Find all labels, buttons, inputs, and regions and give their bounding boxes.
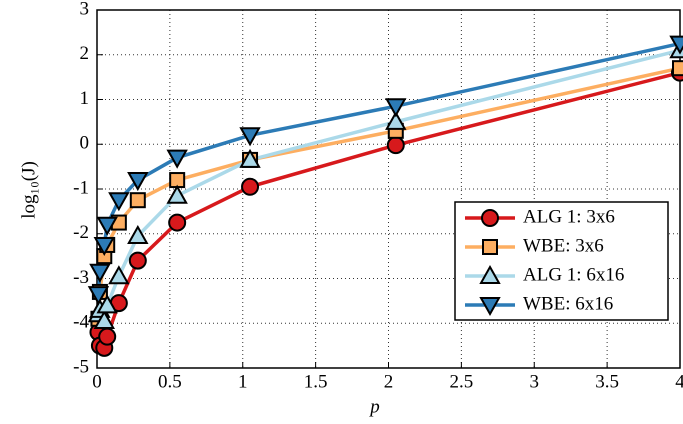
x-tick-label: 2.5 <box>450 371 474 392</box>
marker <box>127 172 149 192</box>
x-tick-label: 2 <box>384 371 394 392</box>
marker <box>96 294 118 314</box>
plot-frame <box>96 9 681 369</box>
legend-label: ALG 1: 3x6 <box>523 206 615 227</box>
marker <box>385 110 407 130</box>
marker <box>166 149 188 169</box>
marker <box>108 192 130 212</box>
marker <box>386 136 405 155</box>
x-tick-label: 3 <box>530 371 540 392</box>
legend-marker <box>479 264 501 284</box>
marker <box>241 177 260 196</box>
x-tick-label: 0.5 <box>158 371 182 392</box>
y-tick-label: -4 <box>73 312 89 333</box>
marker <box>127 224 149 244</box>
marker <box>96 216 118 236</box>
marker <box>239 127 261 147</box>
x-tick-label: 4 <box>675 371 683 392</box>
legend-label: WBE: 3x6 <box>523 235 604 256</box>
x-tick-label: 1.5 <box>304 371 328 392</box>
y-tick-label: -2 <box>73 222 89 243</box>
marker <box>385 98 407 118</box>
x-tick-label: 1 <box>238 371 248 392</box>
y-tick-label: 0 <box>80 133 90 154</box>
legend-marker <box>479 297 501 317</box>
y-tick-label: -3 <box>73 267 89 288</box>
x-tick-label: 0 <box>92 371 102 392</box>
y-tick-label: 1 <box>80 88 90 109</box>
marker <box>87 286 110 306</box>
y-axis-label: log₁₀(J) <box>18 161 39 219</box>
x-axis-label: p <box>368 396 380 417</box>
marker <box>168 213 187 232</box>
marker <box>166 184 188 204</box>
y-tick-label: -5 <box>73 356 89 377</box>
marker <box>93 309 115 330</box>
y-tick-label: 3 <box>80 0 90 19</box>
legend-marker <box>481 209 499 227</box>
marker <box>669 35 683 55</box>
marker <box>128 251 147 270</box>
legend-label: ALG 1: 6x16 <box>523 264 624 285</box>
legend-label: WBE: 6x16 <box>523 293 613 314</box>
y-tick-label: -1 <box>73 177 89 198</box>
y-tick-label: 2 <box>80 43 90 64</box>
marker <box>89 263 111 283</box>
marker <box>129 192 146 209</box>
marker <box>672 60 683 77</box>
x-tick-label: 3.5 <box>595 371 619 392</box>
marker <box>239 148 261 168</box>
marker <box>93 236 115 256</box>
marker <box>108 265 130 285</box>
marker <box>98 327 117 346</box>
legend-marker <box>482 239 498 255</box>
